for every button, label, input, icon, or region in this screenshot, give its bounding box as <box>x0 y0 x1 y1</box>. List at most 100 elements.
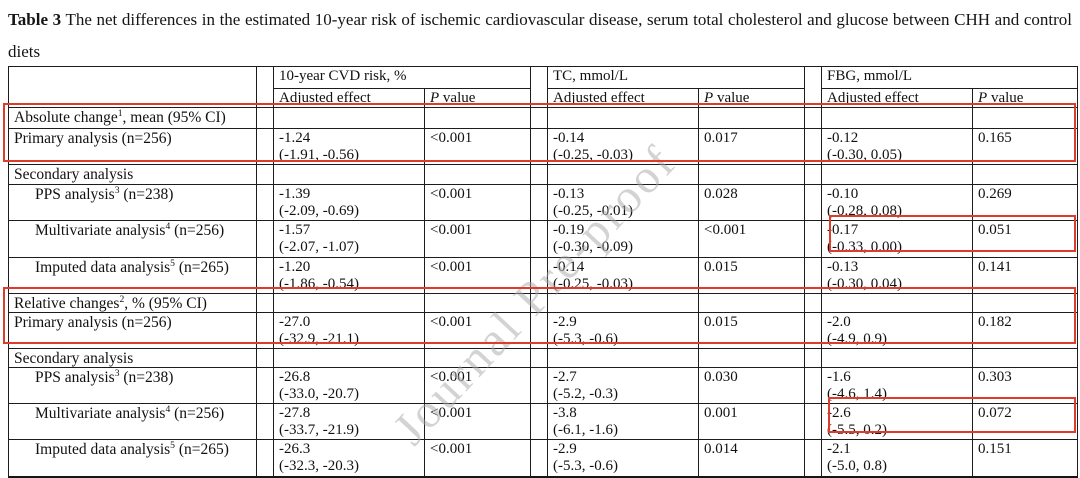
footnote-marker: 3 <box>114 184 120 196</box>
section-label: Relative changes2, % (95% CI) <box>8 293 257 313</box>
p-cell-cvd: <0.001 <box>423 128 532 165</box>
spacer-cell <box>256 128 274 165</box>
row-label: Primary analysis (n=256) <box>8 312 257 349</box>
results-table: 10-year CVD risk, % TC, mmol/L FBG, mmol… <box>8 66 1079 478</box>
effect-cell-cvd: -1.39 (-2.09, -0.69) <box>273 184 425 221</box>
data-row-relative-imputed: Imputed data analysis5 (n=265) -26.3 (-32… <box>8 439 1079 477</box>
p-cell-cvd: <0.001 <box>423 403 532 440</box>
section-label: Secondary analysis <box>8 164 257 185</box>
p-cell-cvd: <0.001 <box>423 367 532 404</box>
effect-cell-fbg: -0.10 (-0.28, 0.08) <box>821 184 974 221</box>
p-cell-fbg: 0.072 <box>972 403 1079 440</box>
subheader-adjusted-effect-tc: Adjusted effect <box>547 88 700 108</box>
p-rest: value <box>713 90 750 106</box>
subheader-adjusted-effect-cvd: Adjusted effect <box>273 88 425 108</box>
p-italic: P <box>704 90 714 106</box>
effect-cell-tc: -2.9 (-5.3, -0.6) <box>547 439 700 477</box>
effect-cell-cvd: -1.57 (-2.07, -1.07) <box>273 220 425 258</box>
spacer-cell <box>804 128 823 165</box>
subheader-p-value-fbg: P value <box>972 88 1079 108</box>
table-caption-text: The net differences in the estimated 10-… <box>8 10 1072 61</box>
p-cell-tc: 0.028 <box>698 184 806 221</box>
p-cell-cvd: <0.001 <box>423 312 532 349</box>
effect-cell-fbg: -2.6 (-5.5, 0.2) <box>821 403 974 440</box>
group-header-cvd: 10-year CVD risk, % <box>272 66 532 89</box>
data-row-relative-primary: Primary analysis (n=256) -27.0 (-32.9, -2… <box>8 312 1079 349</box>
row-label: Primary analysis (n=256) <box>8 128 257 165</box>
footnote-marker: 4 <box>165 220 171 232</box>
p-rest: value <box>439 90 476 106</box>
p-cell-fbg: 0.269 <box>972 184 1079 221</box>
effect-cell-cvd: -27.0 (-32.9, -21.1) <box>273 312 425 349</box>
spacer-cell <box>530 128 549 165</box>
section-row-relative-changes: Relative changes2, % (95% CI) <box>8 293 1079 313</box>
p-cell-tc: 0.017 <box>698 128 806 165</box>
data-row-absolute-pps: PPS analysis3 (n=238) -1.39 (-2.09, -0.69… <box>8 184 1079 221</box>
p-cell-fbg: 0.165 <box>972 128 1079 165</box>
p-cell-tc: 0.030 <box>698 367 806 404</box>
section-row-secondary-analysis: Secondary analysis <box>8 348 1079 368</box>
group-header-fbg: FBG, mmol/L <box>821 66 1079 89</box>
group-header-tc: TC, mmol/L <box>547 66 806 89</box>
p-cell-tc: 0.015 <box>698 257 806 294</box>
effect-cell-tc: -2.9 (-5.3, -0.6) <box>547 312 700 349</box>
data-row-relative-pps: PPS analysis3 (n=238) -26.8 (-33.0, -20.7… <box>8 367 1079 404</box>
effect-cell-cvd: -1.20 (-1.86, -0.54) <box>273 257 425 294</box>
effect-cell-cvd: -26.3 (-32.3, -20.3) <box>273 439 425 477</box>
p-italic: P <box>978 90 988 106</box>
header-group-row: 10-year CVD risk, % TC, mmol/L FBG, mmol… <box>8 66 1079 108</box>
row-label-header-cell <box>8 66 257 108</box>
section-row-absolute-change: Absolute change1, mean (95% CI) <box>8 107 1079 129</box>
p-cell-tc: <0.001 <box>698 220 806 258</box>
section-label: Absolute change1, mean (95% CI) <box>8 107 257 129</box>
footnote-marker: 5 <box>170 257 175 269</box>
p-cell-tc: 0.014 <box>698 439 806 477</box>
footnote-marker: 5 <box>170 439 175 451</box>
row-label: Imputed data analysis5 (n=265) <box>8 439 257 477</box>
footnote-marker: 3 <box>114 367 120 379</box>
p-cell-fbg: 0.151 <box>972 439 1079 477</box>
spacer-cell <box>530 66 549 108</box>
data-row-absolute-primary: Primary analysis (n=256) -1.24 (-1.91, -0… <box>8 128 1079 165</box>
footnote-marker: 2 <box>119 293 125 305</box>
subheader-adjusted-effect-fbg: Adjusted effect <box>821 88 974 108</box>
effect-cell-fbg: -0.17 (-0.33, 0.00) <box>821 220 974 258</box>
p-cell-fbg: 0.182 <box>972 312 1079 349</box>
row-label: Multivariate analysis4 (n=256) <box>8 220 257 258</box>
effect-cell-tc: -3.8 (-6.1, -1.6) <box>547 403 700 440</box>
p-cell-cvd: <0.001 <box>423 257 532 294</box>
effect-cell-tc: -0.13 (-0.25, -0.01) <box>547 184 700 221</box>
p-cell-cvd: <0.001 <box>423 184 532 221</box>
data-row-relative-multivariate: Multivariate analysis4 (n=256) -27.8 (-33… <box>8 403 1079 440</box>
effect-cell-cvd: -27.8 (-33.7, -21.9) <box>273 403 425 440</box>
effect-cell-fbg: -0.13 (-0.30, 0.04) <box>821 257 974 294</box>
footnote-marker: 1 <box>117 107 123 119</box>
effect-cell-cvd: -1.24 (-1.91, -0.56) <box>273 128 425 165</box>
effect-cell-fbg: -1.6 (-4.6, 1.4) <box>821 367 974 404</box>
effect-cell-tc: -2.7 (-5.2, -0.3) <box>547 367 700 404</box>
table-number: Table 3 <box>8 10 62 29</box>
p-cell-cvd: <0.001 <box>423 439 532 477</box>
table-caption: Table 3 The net differences in the estim… <box>8 4 1072 68</box>
effect-cell-fbg: -2.0 (-4.9, 0.9) <box>821 312 974 349</box>
effect-cell-tc: -0.14 (-0.25, -0.03) <box>547 128 700 165</box>
p-cell-tc: 0.015 <box>698 312 806 349</box>
footnote-marker: 4 <box>165 403 171 415</box>
subheader-p-value-tc: P value <box>698 88 806 108</box>
p-cell-tc: 0.001 <box>698 403 806 440</box>
section-row-secondary-analysis: Secondary analysis <box>8 164 1079 185</box>
p-cell-cvd: <0.001 <box>423 220 532 258</box>
data-row-absolute-multivariate: Multivariate analysis4 (n=256) -1.57 (-2.… <box>8 220 1079 258</box>
spacer-cell <box>256 66 274 108</box>
p-cell-fbg: 0.303 <box>972 367 1079 404</box>
row-label: Multivariate analysis4 (n=256) <box>8 403 257 440</box>
row-label: Imputed data analysis5 (n=265) <box>8 257 257 294</box>
effect-cell-cvd: -26.8 (-33.0, -20.7) <box>273 367 425 404</box>
p-cell-fbg: 0.051 <box>972 220 1079 258</box>
row-label: PPS analysis3 (n=238) <box>8 367 257 404</box>
effect-cell-fbg: -0.12 (-0.30, 0.05) <box>821 128 974 165</box>
effect-cell-tc: -0.14 (-0.25, -0.03) <box>547 257 700 294</box>
spacer-cell <box>804 66 823 108</box>
spacer-cell <box>256 107 274 129</box>
